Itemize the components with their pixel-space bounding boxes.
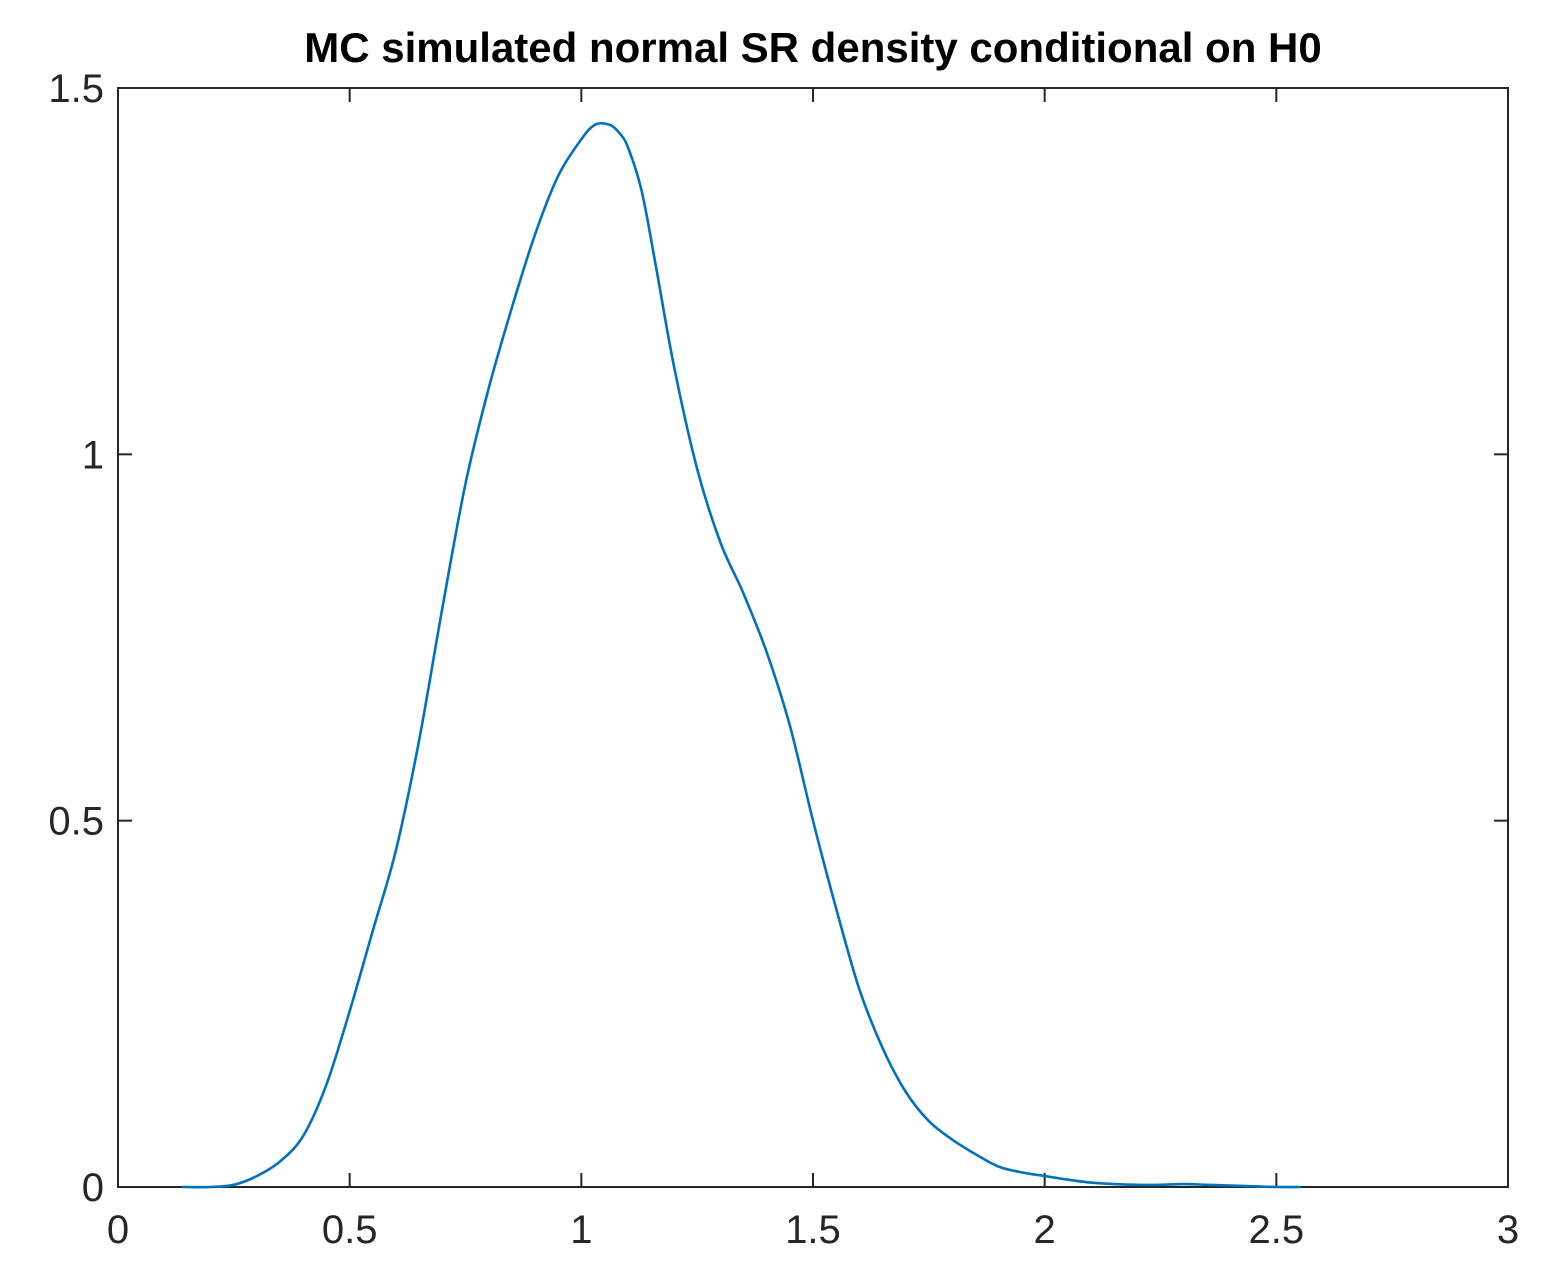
y-tick-label: 0.5: [48, 800, 104, 844]
x-tick-label: 3: [1497, 1208, 1519, 1252]
y-tick-label: 0: [82, 1166, 104, 1210]
x-tick-label: 1: [570, 1208, 592, 1252]
x-tick-label: 2.5: [1249, 1208, 1305, 1252]
axes-box: [117, 87, 1509, 1188]
x-tick-label: 0: [107, 1208, 129, 1252]
x-tick-label: 1.5: [785, 1208, 841, 1252]
x-tick-label: 0.5: [322, 1208, 378, 1252]
chart-title: MC simulated normal SR density condition…: [304, 24, 1321, 71]
density-curve: [181, 121, 1301, 1189]
series-layer: [181, 121, 1301, 1189]
y-tick-label: 1.5: [48, 67, 104, 111]
y-tick-label: 1: [82, 433, 104, 477]
x-tick-label: 2: [1034, 1208, 1056, 1252]
y-tick-labels: 0 0.5 1 1.5: [48, 67, 104, 1210]
x-tick-labels: 0 0.5 1 1.5 2 2.5 3: [107, 1208, 1519, 1252]
tick-marks: [117, 87, 1509, 1188]
